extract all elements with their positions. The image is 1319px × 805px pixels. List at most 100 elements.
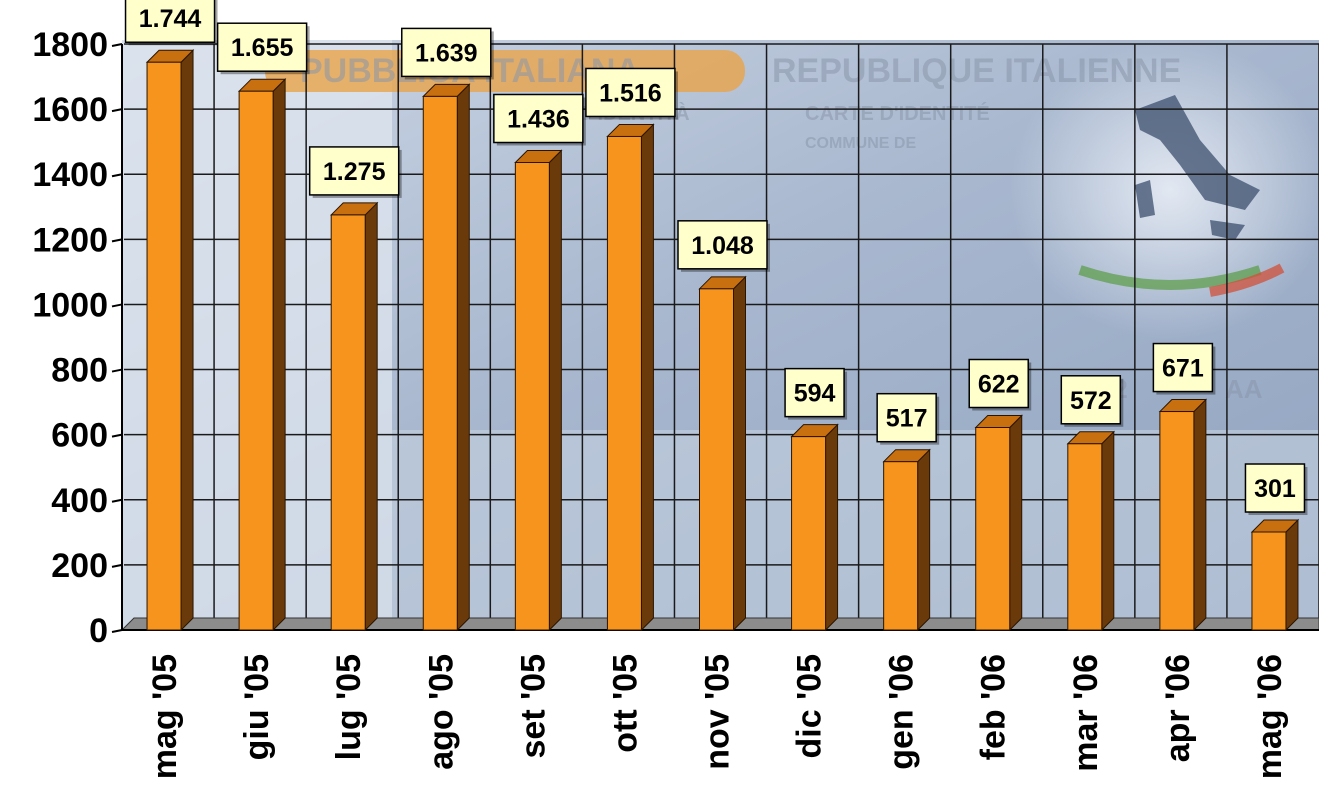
bar-0 bbox=[145, 49, 195, 632]
data-label-10: 572 bbox=[1060, 375, 1124, 427]
bar-side bbox=[825, 423, 839, 632]
x-tick-label-3: ago '05 bbox=[422, 654, 460, 770]
data-label-text: 594 bbox=[794, 380, 836, 408]
bar-side bbox=[640, 123, 654, 632]
data-label-text: 572 bbox=[1070, 387, 1112, 415]
bar-1 bbox=[237, 77, 287, 632]
flag-arc-red bbox=[1209, 263, 1285, 297]
data-label-box bbox=[1060, 375, 1122, 425]
data-label-text: 1.048 bbox=[691, 232, 754, 260]
bar-side bbox=[1009, 414, 1023, 632]
bar-front bbox=[1067, 443, 1103, 631]
bar-front bbox=[514, 162, 550, 631]
bar-front bbox=[883, 461, 919, 631]
x-tick-label-7: dic '05 bbox=[791, 654, 829, 758]
bar-side bbox=[272, 77, 286, 632]
bar-11 bbox=[1158, 398, 1208, 632]
bg-text-carte: CARTE D'IDENTITÉ bbox=[805, 102, 990, 125]
data-labels: 1.744 1.655 1.275 1.639 1.436 1.516 1.048 594 51… bbox=[124, 0, 1308, 516]
x-tick-label-5: ott '05 bbox=[606, 654, 644, 753]
italy-map-icon bbox=[1135, 95, 1260, 210]
x-tick-label-10: mar '06 bbox=[1067, 654, 1105, 772]
bar-8 bbox=[882, 448, 931, 632]
y-tick-label: 1800 bbox=[32, 26, 108, 64]
y-tick-label: 0 bbox=[89, 612, 108, 650]
bar-5 bbox=[606, 123, 655, 632]
data-label-3: 1.639 bbox=[401, 27, 494, 80]
y-tick-mark bbox=[111, 238, 123, 243]
x-tick-label-6: nov '05 bbox=[699, 654, 737, 770]
x-tick-label-2: lug '05 bbox=[330, 654, 368, 760]
data-label-text: 517 bbox=[886, 405, 928, 433]
y-tick-mark bbox=[111, 108, 123, 113]
x-tick-label-8: gen '06 bbox=[883, 654, 921, 770]
y-tick-label: 1600 bbox=[32, 91, 108, 129]
data-label-box bbox=[1244, 463, 1306, 513]
bar-front bbox=[422, 95, 458, 631]
bar-side bbox=[548, 149, 562, 632]
data-label-12: 301 bbox=[1244, 463, 1308, 516]
data-label-text: 1.275 bbox=[323, 158, 386, 186]
bar-4 bbox=[514, 149, 563, 632]
x-tick-label-1: giu '05 bbox=[238, 654, 276, 760]
data-label-box bbox=[308, 146, 400, 196]
bar-9 bbox=[974, 414, 1023, 632]
flag-arc-green bbox=[1078, 265, 1262, 290]
bar-side bbox=[733, 275, 746, 632]
y-tick-label: 800 bbox=[51, 352, 108, 390]
data-label-text: 301 bbox=[1254, 475, 1296, 503]
bar-side bbox=[917, 448, 931, 632]
data-label-box bbox=[401, 27, 492, 78]
bar-3 bbox=[422, 83, 471, 632]
data-label-box bbox=[124, 0, 216, 43]
bar-side bbox=[364, 201, 378, 632]
bar-side bbox=[1193, 398, 1207, 632]
data-label-11: 671 bbox=[1152, 342, 1216, 395]
data-label-box bbox=[216, 22, 308, 72]
bar-side bbox=[1101, 430, 1115, 632]
bar-front bbox=[975, 427, 1011, 631]
data-label-2: 1.275 bbox=[308, 146, 402, 198]
bar-front bbox=[330, 214, 366, 631]
bar-12 bbox=[1250, 518, 1300, 632]
bar-front bbox=[146, 61, 182, 631]
sardinia-icon bbox=[1135, 180, 1155, 218]
y-tick-mark bbox=[111, 498, 123, 503]
bar-front bbox=[1159, 411, 1195, 631]
y-tick-label: 200 bbox=[51, 547, 108, 585]
y-tick-mark bbox=[111, 563, 123, 568]
data-label-box bbox=[585, 67, 676, 118]
data-label-text: 1.516 bbox=[599, 79, 662, 107]
bg-text-republique: REPUBLIQUE ITALIENNE bbox=[772, 52, 1181, 90]
y-tick-label: 400 bbox=[51, 482, 108, 520]
y-tick-label: 600 bbox=[51, 417, 108, 455]
data-label-box bbox=[1152, 342, 1214, 393]
data-label-text: 1.655 bbox=[231, 34, 294, 62]
bar-front bbox=[1251, 531, 1287, 631]
y-tick-mark bbox=[111, 43, 123, 47]
data-label-text: 1.744 bbox=[139, 5, 202, 33]
y-axis-ticks: 0 200 400 600 800 1000 1200 1400 1600 1800 bbox=[32, 26, 123, 650]
bar-front bbox=[606, 135, 642, 631]
y-tick-label: 1200 bbox=[32, 221, 108, 259]
y-tick-mark bbox=[111, 629, 123, 633]
data-label-text: 622 bbox=[978, 371, 1020, 399]
y-tick-label: 1000 bbox=[32, 286, 108, 324]
data-label-text: 1.436 bbox=[507, 106, 570, 134]
bar-side bbox=[456, 83, 470, 632]
data-label-text: 671 bbox=[1162, 355, 1204, 383]
bar-front bbox=[699, 288, 734, 631]
y-tick-mark bbox=[111, 173, 123, 178]
bar-front bbox=[791, 436, 827, 631]
data-label-4: 1.436 bbox=[493, 93, 586, 146]
bar-10 bbox=[1066, 430, 1116, 632]
data-label-7: 594 bbox=[784, 367, 848, 420]
data-label-box bbox=[677, 220, 768, 270]
bg-text-commune: COMMUNE DE bbox=[805, 135, 916, 152]
data-label-box bbox=[876, 392, 937, 443]
bar-front bbox=[238, 90, 274, 631]
data-label-box bbox=[784, 367, 845, 418]
x-tick-label-11: apr '06 bbox=[1159, 654, 1197, 762]
